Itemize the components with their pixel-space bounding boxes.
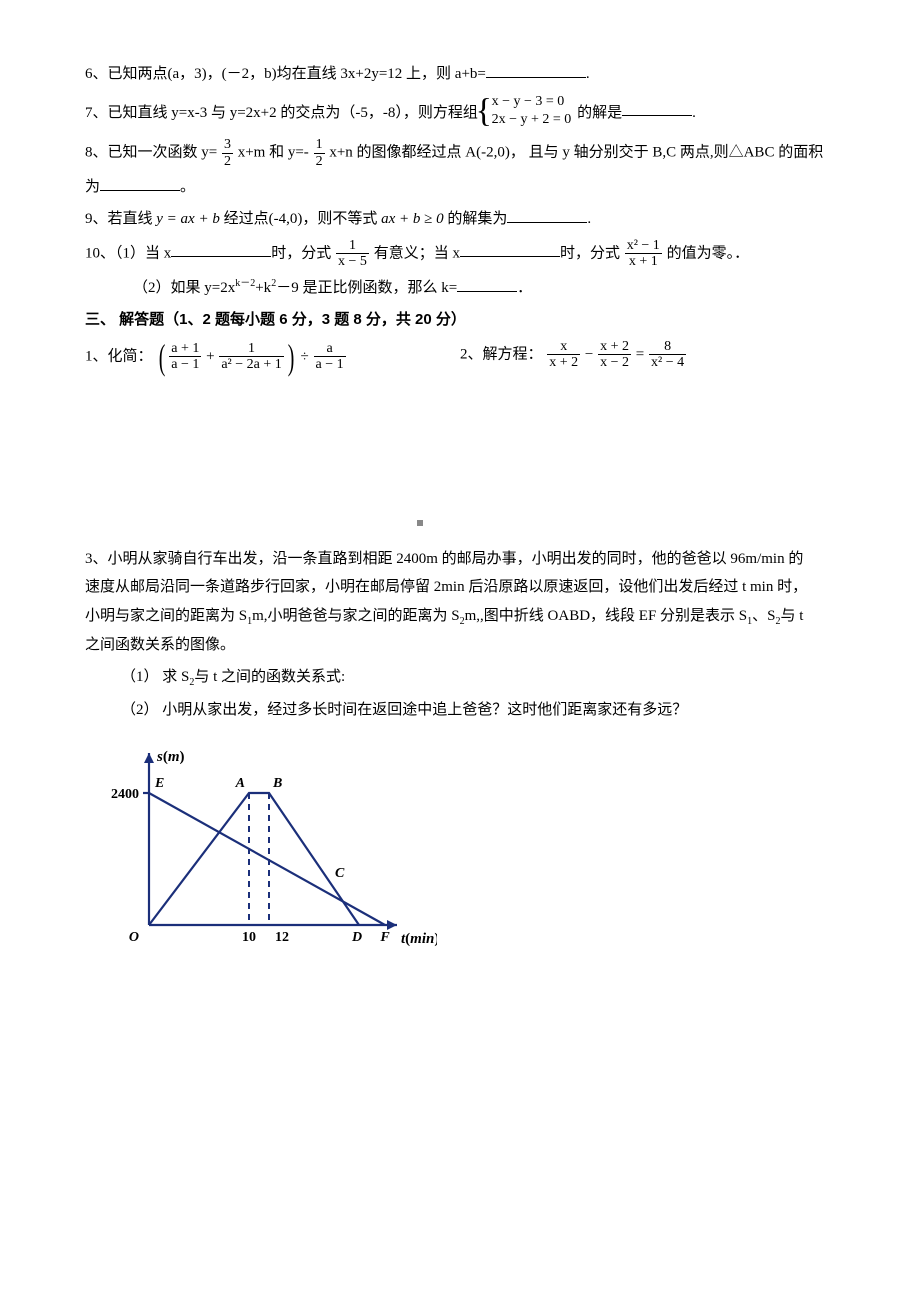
svg-text:C: C [335,866,345,881]
plus: + [206,349,214,365]
question-8: 8、已知一次函数 y= 32 x+m 和 y=- 12 x+n 的图像都经过点 … [85,137,835,169]
question-8-cont: 为。 [85,173,835,202]
q8-text-a: 8、已知一次函数 y= [85,145,217,161]
q10-2b: +k [255,280,271,296]
blank [622,101,692,116]
fraction: 12 [314,137,325,169]
q10-text-e: 的值为零。． [667,245,750,261]
svg-text:s(m): s(m) [156,749,185,765]
svg-text:F: F [379,930,390,945]
svg-text:D: D [351,930,362,945]
problems-row: 1、化简： ( a + 1a − 1 + 1a² − 2a + 1 ) ÷ aa… [85,339,835,375]
q8-text-c: x+n 的图像都经过点 A(-2,0)， 且与 y 轴分别交于 B,C 两点,则… [329,145,823,161]
fraction: x² − 1x + 1 [625,238,662,270]
svg-text:O: O [129,930,139,945]
brace-row1: x − y − 3 = 0 [492,93,572,111]
svg-text:2400: 2400 [111,787,139,802]
q7-text-a: 7、已知直线 y=x-3 与 y=2x+2 的交点为（-5，-8），则方程组 [85,104,478,120]
q9-text-c: 的解集为 [444,211,508,227]
q8-text-e: 。 [180,179,195,195]
chart-container: s(m) t(min) 2400 E A B C O D F 10 12 [97,733,835,974]
question-10: 10、（1）当 x 时，分式 1x − 5 有意义；当 x 时，分式 x² − 1x… [85,238,835,270]
question-7: 7、已知直线 y=x-3 与 y=2x+2 的交点为（-5，-8），则方程组 {… [85,93,835,134]
fraction: 1a² − 2a + 1 [219,341,283,373]
q9-eq2: ax + b ≥ 0 [381,211,444,227]
svg-text:A: A [235,776,245,791]
q8-text-d: 为 [85,179,100,195]
p2-label: 2、解方程： [460,346,543,362]
fraction: xx + 2 [547,339,580,371]
blank [507,208,587,223]
problem-1: 1、化简： ( a + 1a − 1 + 1a² − 2a + 1 ) ÷ aa… [85,339,460,375]
q7-text-c: . [692,104,696,120]
blank [171,242,271,257]
brace-row2: 2x − y + 2 = 0 [492,111,572,129]
problem-3-l1: 3、小明从家骑自行车出发，沿一条直路到相距 2400m 的邮局办事，小明出发的同… [85,545,835,574]
q9-eq1: y = ax + b [156,211,220,227]
p1-label: 1、化简： [85,348,153,364]
question-6: 6、已知两点(a，3)，(－2，b)均在直线 3x+2y=12 上，则 a+b=… [85,60,835,89]
blank [457,277,517,292]
equation-brace: { x − y − 3 = 0 2x − y + 2 = 0 [486,93,572,134]
fraction: x + 2x − 2 [598,339,631,371]
question-10-2: （2）如果 y=2xk－2+k2－9 是正比例函数，那么 k=． [85,274,835,303]
divide: ÷ [301,349,309,365]
q10-text-a: 10、（1）当 x [85,245,171,261]
problem-3-l2: 速度从邮局沿同一条道路步行回家，小明在邮局停留 2min 后沿原路以原速返回，设… [85,573,835,602]
fraction: a + 1a − 1 [169,341,201,373]
blank [100,176,180,191]
problem-3-sub1: （1） 求 S2与 t 之间的函数关系式: [85,663,835,692]
question-9: 9、若直线 y = ax + b 经过点(-4,0)，则不等式 ax + b ≥… [85,205,835,234]
sup: k－2 [235,278,255,289]
fraction: 8x² − 4 [649,339,686,371]
blank [486,63,586,78]
svg-text:10: 10 [242,930,256,945]
q10-2c: －9 是正比例函数，那么 k= [276,280,457,296]
section-3-title: 三、 解答题（1、2 题每小题 6 分，3 题 8 分，共 20 分） [85,306,835,335]
marker-box [417,520,423,526]
q9-text-d: . [587,211,591,227]
paren-group: ( a + 1a − 1 + 1a² − 2a + 1 ) [156,339,297,375]
q10-text-d: 时，分式 [560,245,620,261]
q6-text-a: 6、已知两点(a，3)，(－2，b)均在直线 3x+2y=12 上，则 a+b= [85,66,486,82]
fraction: 1x − 5 [336,238,369,270]
problem-2: 2、解方程： xx + 2 − x + 2x − 2 = 8x² − 4 [460,339,835,375]
q10-2a: （2）如果 y=2x [133,280,235,296]
eq: = [636,346,644,362]
q6-text-b: . [586,66,590,82]
svg-text:t(min): t(min) [401,931,437,947]
q10-text-c: 有意义；当 x [374,245,460,261]
blank [460,242,560,257]
q9-text-b: 经过点(-4,0)，则不等式 [220,211,381,227]
minus: − [585,346,593,362]
problem-3-l4: 之间函数关系的图像。 [85,631,835,660]
fraction: aa − 1 [314,341,346,373]
whitespace-gap [85,375,835,545]
q10-2d: ． [517,280,532,296]
q9-text-a: 9、若直线 [85,211,156,227]
line-chart: s(m) t(min) 2400 E A B C O D F 10 12 [97,733,437,963]
problem-3-l3: 小明与家之间的距离为 S1m,小明爸爸与家之间的距离为 S2m,,图中折线 OA… [85,602,835,631]
problem-3-sub2: （2） 小明从家出发，经过多长时间在返回途中追上爸爸？这时他们距离家还有多远？ [85,696,835,725]
fraction: 32 [222,137,233,169]
svg-text:E: E [154,776,164,791]
svg-text:12: 12 [275,930,289,945]
q8-text-b: x+m 和 y=- [238,145,309,161]
q7-text-b: 的解是 [577,104,622,120]
q10-text-b: 时，分式 [271,245,331,261]
svg-text:B: B [272,776,282,791]
